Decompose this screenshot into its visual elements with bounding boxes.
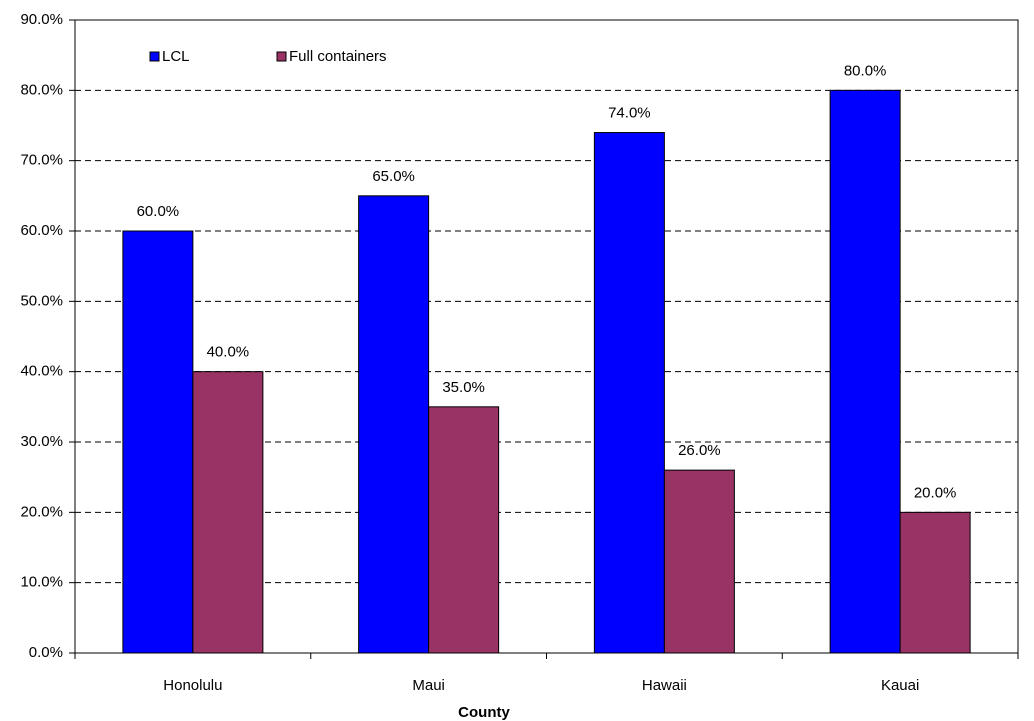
value-label: 60.0%	[137, 203, 180, 220]
x-axis-title: County	[458, 704, 510, 721]
x-tick-label: Kauai	[881, 677, 919, 694]
y-tick-label: 40.0%	[20, 363, 63, 380]
legend-label: Full containers	[289, 48, 387, 65]
x-tick-label: Hawaii	[642, 677, 687, 694]
bar	[358, 195, 430, 654]
y-tick-label: 20.0%	[20, 503, 63, 520]
x-tick-label: Honolulu	[163, 677, 222, 694]
value-label: 35.0%	[442, 379, 485, 396]
bar	[192, 371, 264, 654]
bar	[663, 469, 735, 654]
value-label: 65.0%	[372, 168, 415, 185]
x-tick-label: Maui	[412, 677, 445, 694]
bar	[428, 406, 500, 654]
value-label: 80.0%	[844, 62, 887, 79]
value-label: 74.0%	[608, 105, 651, 122]
y-tick-label: 10.0%	[20, 574, 63, 591]
value-label: 20.0%	[914, 484, 957, 501]
value-label: 40.0%	[207, 344, 250, 361]
bar	[899, 511, 971, 654]
y-tick-label: 70.0%	[20, 152, 63, 169]
value-label: 26.0%	[678, 442, 721, 459]
legend-label: LCL	[162, 48, 190, 65]
y-tick-label: 50.0%	[20, 292, 63, 309]
y-tick-label: 60.0%	[20, 222, 63, 239]
y-tick-label: 0.0%	[29, 644, 63, 661]
bar	[122, 230, 194, 654]
y-tick-label: 30.0%	[20, 433, 63, 450]
y-tick-label: 90.0%	[20, 11, 63, 28]
bar	[829, 89, 901, 654]
legend-swatch	[276, 51, 287, 62]
bar	[593, 132, 665, 654]
legend-swatch	[149, 51, 160, 62]
y-tick-label: 80.0%	[20, 81, 63, 98]
